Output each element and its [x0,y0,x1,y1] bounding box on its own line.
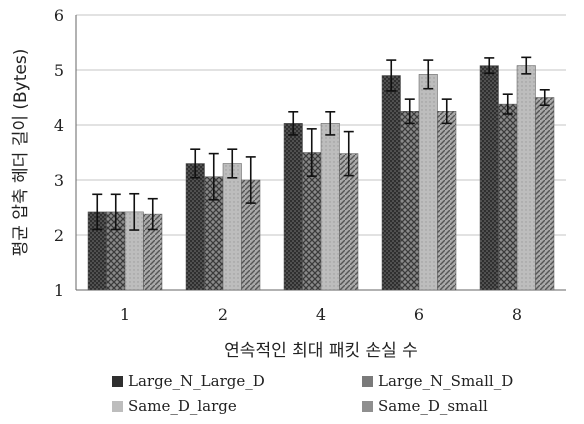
x-tick-label: 8 [512,305,522,324]
legend-item: Same_D_small [362,397,488,415]
y-axis-title: 평균 압축 헤더 길이 (Bytes) [11,49,31,257]
error-bar [521,56,532,75]
error-bar [441,98,452,125]
error-bar [404,98,415,125]
error-bar [484,57,495,75]
error-bar [343,130,354,177]
bar [418,74,438,291]
legend-item: Same_D_large [112,397,237,415]
bar [381,75,401,291]
bar [185,163,205,291]
x-tick-label: 6 [414,305,424,324]
error-bar [227,148,238,179]
x-axis-title: 연속적인 최대 패킷 손실 수 [224,341,418,361]
x-tick-label: 2 [218,305,228,324]
legend-swatch [112,400,123,412]
bar [479,65,499,291]
bar [283,123,303,291]
bar [437,111,457,291]
legend-label: Same_D_small [378,397,488,415]
y-tick-label: 3 [54,171,64,190]
legend-item: Large_N_Large_D [112,372,265,390]
bar [222,163,242,291]
error-bar [245,156,256,204]
error-bar [423,59,434,90]
bar [535,97,555,291]
bar [320,123,340,291]
x-tick-label: 4 [316,305,326,324]
error-bar [502,93,513,115]
legend-label: Large_N_Large_D [128,372,265,390]
legend-item: Large_N_Small_D [362,372,513,390]
error-bar [386,59,397,92]
bars [87,65,555,291]
error-bar [325,111,336,136]
error-bar [208,152,219,201]
x-tick-label: 1 [120,305,130,324]
y-tick-label: 6 [54,6,64,25]
bar [498,103,518,291]
error-bar [288,111,299,136]
bar [400,111,420,291]
y-tick-label: 4 [54,116,64,135]
error-bar [129,192,140,231]
legend-swatch [362,375,373,387]
legend-swatch [112,375,123,387]
error-bar [190,148,201,179]
error-bar [110,193,121,231]
error-bar [92,193,103,231]
y-tick-label: 1 [54,281,64,300]
error-bar [539,89,550,106]
legend-swatch [362,400,373,412]
legend-label: Same_D_large [128,397,237,415]
bar [516,65,536,291]
y-tick-label: 2 [54,226,64,245]
axis-labels: 1 2 3 4 5 6 1 2 4 6 8 연속적인 최대 패킷 손실 수 평균 압축 헤더 길이 (B… [11,6,522,361]
error-bar [147,197,158,231]
y-tick-label: 5 [54,61,64,80]
error-bar [306,128,317,177]
legend-label: Large_N_Small_D [378,372,514,390]
error-bars [92,56,550,231]
